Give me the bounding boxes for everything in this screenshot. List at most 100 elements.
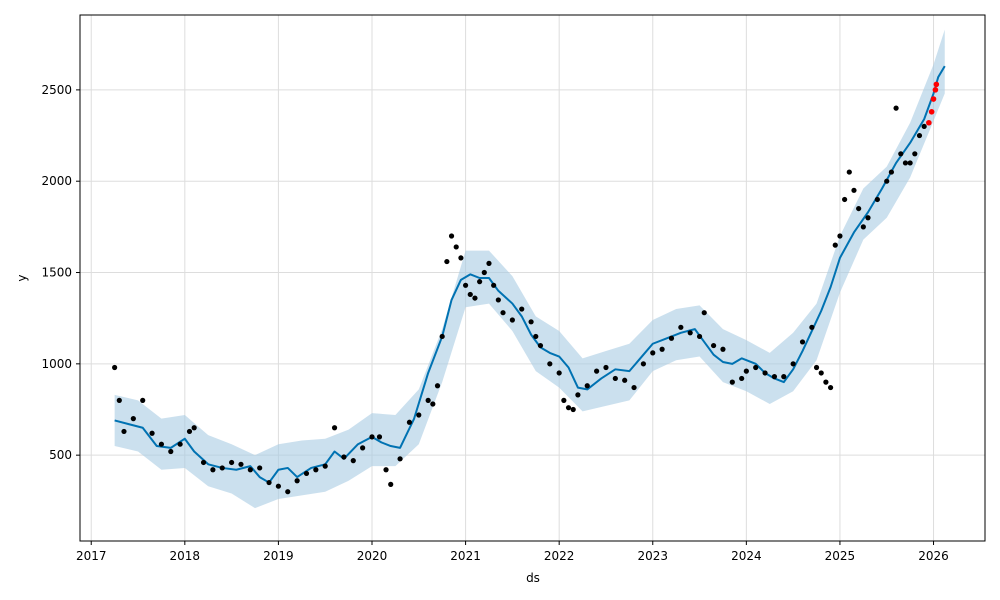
observed-point: [743, 368, 749, 374]
observed-point: [509, 317, 515, 323]
observed-point: [594, 368, 600, 374]
observed-point: [444, 258, 450, 265]
observed-point: [500, 310, 506, 316]
observed-point: [458, 255, 464, 261]
observed-point: [477, 279, 483, 285]
observed-point: [434, 383, 441, 389]
observed-point: [907, 160, 913, 166]
observed-point: [448, 233, 455, 239]
observed-point: [584, 383, 590, 389]
y-tick-label: 2500: [41, 83, 72, 97]
observed-point: [472, 295, 478, 301]
observed-point: [406, 419, 413, 425]
x-tick-label: 2021: [450, 549, 481, 563]
observed-point: [462, 282, 469, 288]
observed-point: [827, 384, 834, 391]
observed-point: [388, 481, 394, 487]
observed-point: [219, 465, 225, 471]
x-tick-label: 2017: [76, 549, 107, 563]
observed-point: [528, 319, 534, 325]
observed-point: [729, 379, 735, 385]
observed-point: [771, 374, 778, 380]
observed-point: [341, 454, 347, 460]
observed-point: [369, 434, 375, 440]
observed-point: [921, 123, 927, 130]
observed-point: [575, 392, 581, 398]
observed-point: [860, 224, 866, 230]
observed-point: [533, 333, 539, 340]
observed-point: [874, 196, 880, 203]
observed-point: [294, 478, 300, 484]
observed-point: [781, 374, 787, 380]
recent-points-layer: [926, 81, 940, 126]
recent-point: [930, 96, 937, 102]
observed-point: [678, 324, 684, 330]
observed-point: [519, 306, 525, 312]
observed-point: [865, 215, 871, 221]
recent-point: [926, 119, 932, 126]
x-tick-label: 2025: [825, 549, 856, 563]
x-tick-label: 2020: [357, 549, 388, 563]
uncertainty-band-layer: [114, 29, 945, 509]
observed-point: [416, 412, 422, 418]
y-tick-label: 2000: [41, 174, 72, 188]
y-axis-ticks: 500 1000 1500 2000 2500: [41, 83, 80, 462]
observed-point: [537, 342, 544, 349]
observed-point: [710, 342, 717, 349]
observed-point: [696, 333, 703, 340]
x-tick-label: 2024: [731, 549, 762, 563]
observed-point: [210, 467, 216, 473]
observed-point: [313, 467, 319, 473]
uncertainty-band: [114, 29, 945, 509]
y-tick-label: 500: [49, 448, 72, 462]
x-axis-ticks: 2017 2018 2019 2020 2021 2022 2023 2024 2025 2026: [76, 541, 949, 563]
observed-point: [439, 333, 445, 340]
observed-point: [491, 282, 497, 288]
observed-point: [331, 425, 338, 431]
observed-point: [687, 330, 693, 336]
observed-point: [453, 244, 459, 250]
observed-point: [603, 364, 609, 371]
observed-point: [140, 397, 146, 403]
x-tick-label: 2026: [918, 549, 949, 563]
observed-point: [701, 310, 707, 316]
observed-point: [495, 297, 501, 303]
observed-point: [186, 428, 193, 435]
observed-point: [570, 406, 576, 413]
observed-point: [856, 205, 862, 212]
x-tick-label: 2019: [263, 549, 294, 563]
observed-point: [912, 151, 918, 157]
observed-point: [561, 397, 567, 403]
observed-point: [762, 370, 768, 376]
observed-point: [486, 260, 492, 266]
observed-point: [650, 350, 656, 356]
x-tick-label: 2022: [544, 549, 575, 563]
observed-point: [739, 375, 745, 382]
recent-point: [932, 87, 939, 93]
observed-point: [799, 339, 806, 345]
observed-point: [229, 459, 235, 466]
observed-point: [257, 465, 263, 471]
observed-point: [112, 364, 118, 371]
observed-point: [902, 160, 909, 166]
observed-point: [565, 405, 572, 411]
observed-point: [247, 467, 253, 473]
observed-point: [168, 448, 174, 455]
observed-point: [130, 416, 136, 422]
observed-point: [556, 370, 562, 376]
y-tick-label: 1000: [41, 357, 72, 371]
observed-point: [303, 470, 310, 477]
observed-point: [425, 397, 431, 403]
observed-point: [888, 169, 895, 175]
observed-points-layer: [112, 105, 927, 495]
observed-point: [851, 187, 857, 193]
x-tick-label: 2023: [637, 549, 668, 563]
observed-point: [668, 335, 675, 341]
observed-point: [376, 434, 383, 440]
observed-point: [790, 361, 796, 367]
observed-point: [285, 489, 291, 495]
grid-lines: [80, 15, 985, 541]
observed-point: [832, 242, 838, 248]
observed-point: [837, 233, 843, 239]
observed-point: [659, 346, 665, 352]
